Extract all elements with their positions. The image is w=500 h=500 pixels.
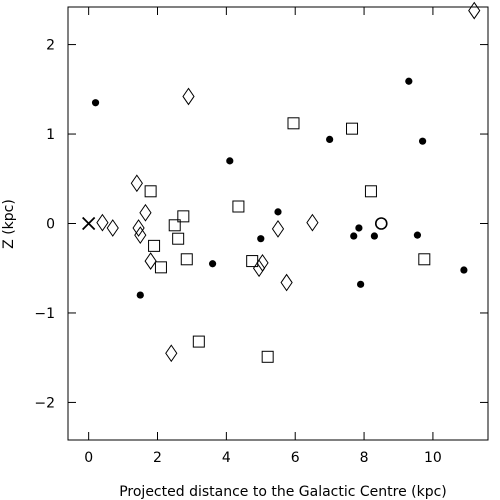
point-filled-circle — [355, 224, 363, 232]
point-filled-circle — [350, 232, 358, 240]
point-open-diamond — [252, 259, 266, 278]
point-open-square — [418, 253, 431, 266]
point-open-square — [148, 239, 161, 252]
x-tick-label: 2 — [153, 450, 162, 466]
point-open-diamond — [306, 213, 319, 232]
point-open-square — [346, 122, 359, 135]
point-filled-circle — [257, 235, 265, 243]
point-filled-circle — [274, 208, 282, 216]
point-open-diamond — [271, 219, 285, 238]
x-tick-label: 4 — [222, 450, 231, 466]
point-open-square — [154, 261, 167, 274]
point-filled-circle — [405, 77, 413, 85]
point-filled-circle — [357, 280, 365, 288]
point-open-diamond — [468, 1, 481, 20]
point-open-diamond — [96, 213, 109, 232]
plot-frame — [67, 6, 489, 441]
point-open-circle — [374, 217, 388, 230]
y-tick-label: −2 — [34, 395, 55, 411]
point-open-diamond — [139, 203, 152, 222]
point-open-square — [177, 210, 190, 223]
point-filled-circle — [91, 99, 100, 107]
data-points — [82, 1, 481, 363]
point-open-square — [144, 185, 157, 198]
y-tick-label: −1 — [34, 306, 55, 322]
point-open-square — [232, 200, 245, 213]
point-open-square — [168, 219, 181, 232]
x-axis-label: Projected distance to the Galactic Centr… — [119, 484, 447, 500]
y-axis-label: Z (kpc) — [1, 199, 17, 249]
point-open-diamond — [134, 226, 147, 245]
point-filled-circle — [136, 291, 144, 299]
x-tick-label: 10 — [424, 450, 442, 466]
axis-ticks — [68, 7, 488, 440]
point-open-square — [192, 335, 205, 348]
point-filled-circle — [208, 260, 217, 268]
point-filled-circle — [370, 232, 378, 240]
x-tick-label: 0 — [84, 450, 93, 466]
point-open-diamond — [280, 273, 293, 292]
x-tick-label: 6 — [291, 450, 300, 466]
y-tick-label: 2 — [46, 38, 55, 54]
point-open-diamond — [144, 252, 157, 270]
x-tick-label: 8 — [360, 450, 369, 466]
point-open-square — [287, 117, 300, 130]
point-open-diamond — [256, 253, 269, 272]
point-open-diamond — [130, 174, 143, 193]
point-filled-circle — [326, 135, 334, 144]
point-filled-circle — [413, 231, 422, 239]
point-open-diamond — [182, 87, 195, 106]
point-open-square — [180, 253, 193, 266]
point-filled-circle — [226, 157, 234, 165]
point-open-diamond — [165, 344, 178, 363]
point-open-diamond — [132, 219, 145, 237]
y-tick-label: 0 — [46, 217, 55, 233]
y-tick-label: 1 — [46, 127, 55, 143]
point-cross — [82, 216, 96, 231]
point-open-square — [364, 185, 377, 198]
point-open-square — [261, 350, 274, 363]
point-filled-circle — [460, 266, 468, 274]
point-filled-circle — [418, 137, 427, 145]
point-open-square — [172, 232, 185, 245]
point-open-diamond — [106, 219, 119, 237]
axis-tick-labels: 0 2 4 6 8 10 −2 −1 0 1 2 — [34, 38, 441, 466]
